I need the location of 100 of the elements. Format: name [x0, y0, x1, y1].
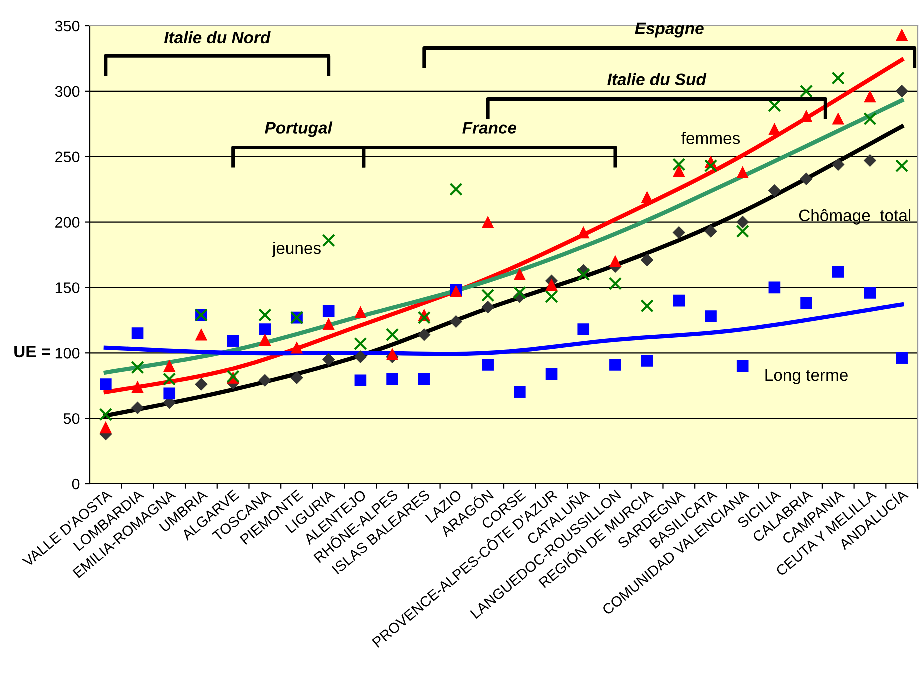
point — [640, 299, 654, 313]
point — [800, 298, 812, 310]
point — [163, 372, 176, 386]
point — [386, 373, 398, 386]
point — [832, 113, 844, 125]
annotation: France — [462, 122, 517, 134]
point — [704, 159, 718, 173]
y-tick-label: 300 — [55, 86, 80, 98]
point — [259, 334, 272, 346]
point — [354, 350, 367, 364]
point — [800, 84, 814, 98]
point — [481, 288, 495, 302]
y-tick-label: 150 — [56, 282, 80, 294]
annotation: Portugal — [265, 122, 333, 138]
point — [577, 268, 590, 282]
point — [673, 294, 686, 307]
point — [546, 279, 558, 292]
point — [641, 254, 654, 266]
point — [132, 381, 144, 394]
point — [354, 306, 367, 318]
y-tick-label: 350 — [55, 20, 80, 32]
point — [258, 374, 272, 387]
annotation: Italie du Nord — [164, 31, 271, 44]
point — [482, 359, 494, 371]
point — [386, 348, 398, 360]
point — [610, 359, 622, 371]
y-tick-label: 100 — [56, 348, 80, 359]
annotation: femmes — [682, 132, 740, 144]
point — [896, 85, 908, 98]
point — [450, 182, 463, 196]
point — [354, 374, 367, 387]
point — [514, 268, 526, 281]
point — [832, 266, 844, 278]
point — [322, 234, 336, 248]
point — [450, 315, 462, 328]
point — [132, 402, 144, 414]
point — [736, 216, 750, 229]
point — [291, 342, 303, 354]
point — [864, 112, 877, 126]
text: UE = — [14, 346, 50, 358]
point — [227, 335, 240, 348]
point — [896, 352, 908, 364]
point — [513, 286, 527, 300]
point — [131, 360, 144, 374]
point — [736, 360, 749, 372]
point — [864, 154, 876, 168]
y-tick-label: 50 — [64, 413, 80, 424]
point — [768, 184, 781, 198]
point — [482, 301, 494, 314]
point — [705, 310, 717, 322]
annotation: jeunes — [272, 242, 321, 258]
point — [482, 216, 494, 228]
point — [608, 277, 622, 290]
point — [195, 378, 208, 391]
annotation: Long terme — [766, 370, 848, 384]
point — [895, 159, 909, 173]
point — [673, 165, 686, 178]
point — [322, 305, 335, 318]
point — [100, 378, 112, 390]
point — [196, 328, 208, 341]
point — [545, 290, 558, 304]
point — [832, 72, 845, 85]
point — [164, 388, 176, 400]
point — [578, 226, 590, 239]
point — [100, 422, 112, 434]
annotation: Italie du Sud — [608, 73, 707, 86]
point — [768, 282, 781, 294]
point — [672, 158, 686, 172]
point — [99, 408, 113, 422]
point — [800, 172, 813, 186]
point — [610, 256, 622, 268]
point — [800, 110, 812, 122]
point — [386, 328, 400, 342]
point — [672, 226, 686, 239]
point — [768, 99, 782, 112]
point — [896, 29, 908, 42]
y-tick-label: 200 — [56, 217, 80, 228]
point — [259, 324, 272, 336]
point — [768, 123, 781, 136]
y-tick-label: 0 — [72, 478, 80, 490]
point — [132, 328, 144, 340]
point — [418, 311, 431, 324]
point — [290, 372, 304, 384]
point — [864, 287, 876, 299]
point — [641, 192, 654, 204]
point — [736, 224, 750, 238]
point — [164, 360, 176, 372]
point — [354, 337, 368, 351]
point — [736, 166, 749, 178]
annotation: Chômage total — [799, 209, 911, 225]
point — [418, 373, 430, 386]
point — [704, 225, 718, 238]
y-tick-label: 250 — [56, 152, 80, 163]
annotation: Espagne — [635, 22, 704, 38]
point — [546, 368, 558, 380]
point — [641, 355, 654, 367]
point — [864, 90, 876, 103]
point — [322, 353, 336, 366]
point — [514, 386, 526, 398]
point — [832, 158, 845, 171]
